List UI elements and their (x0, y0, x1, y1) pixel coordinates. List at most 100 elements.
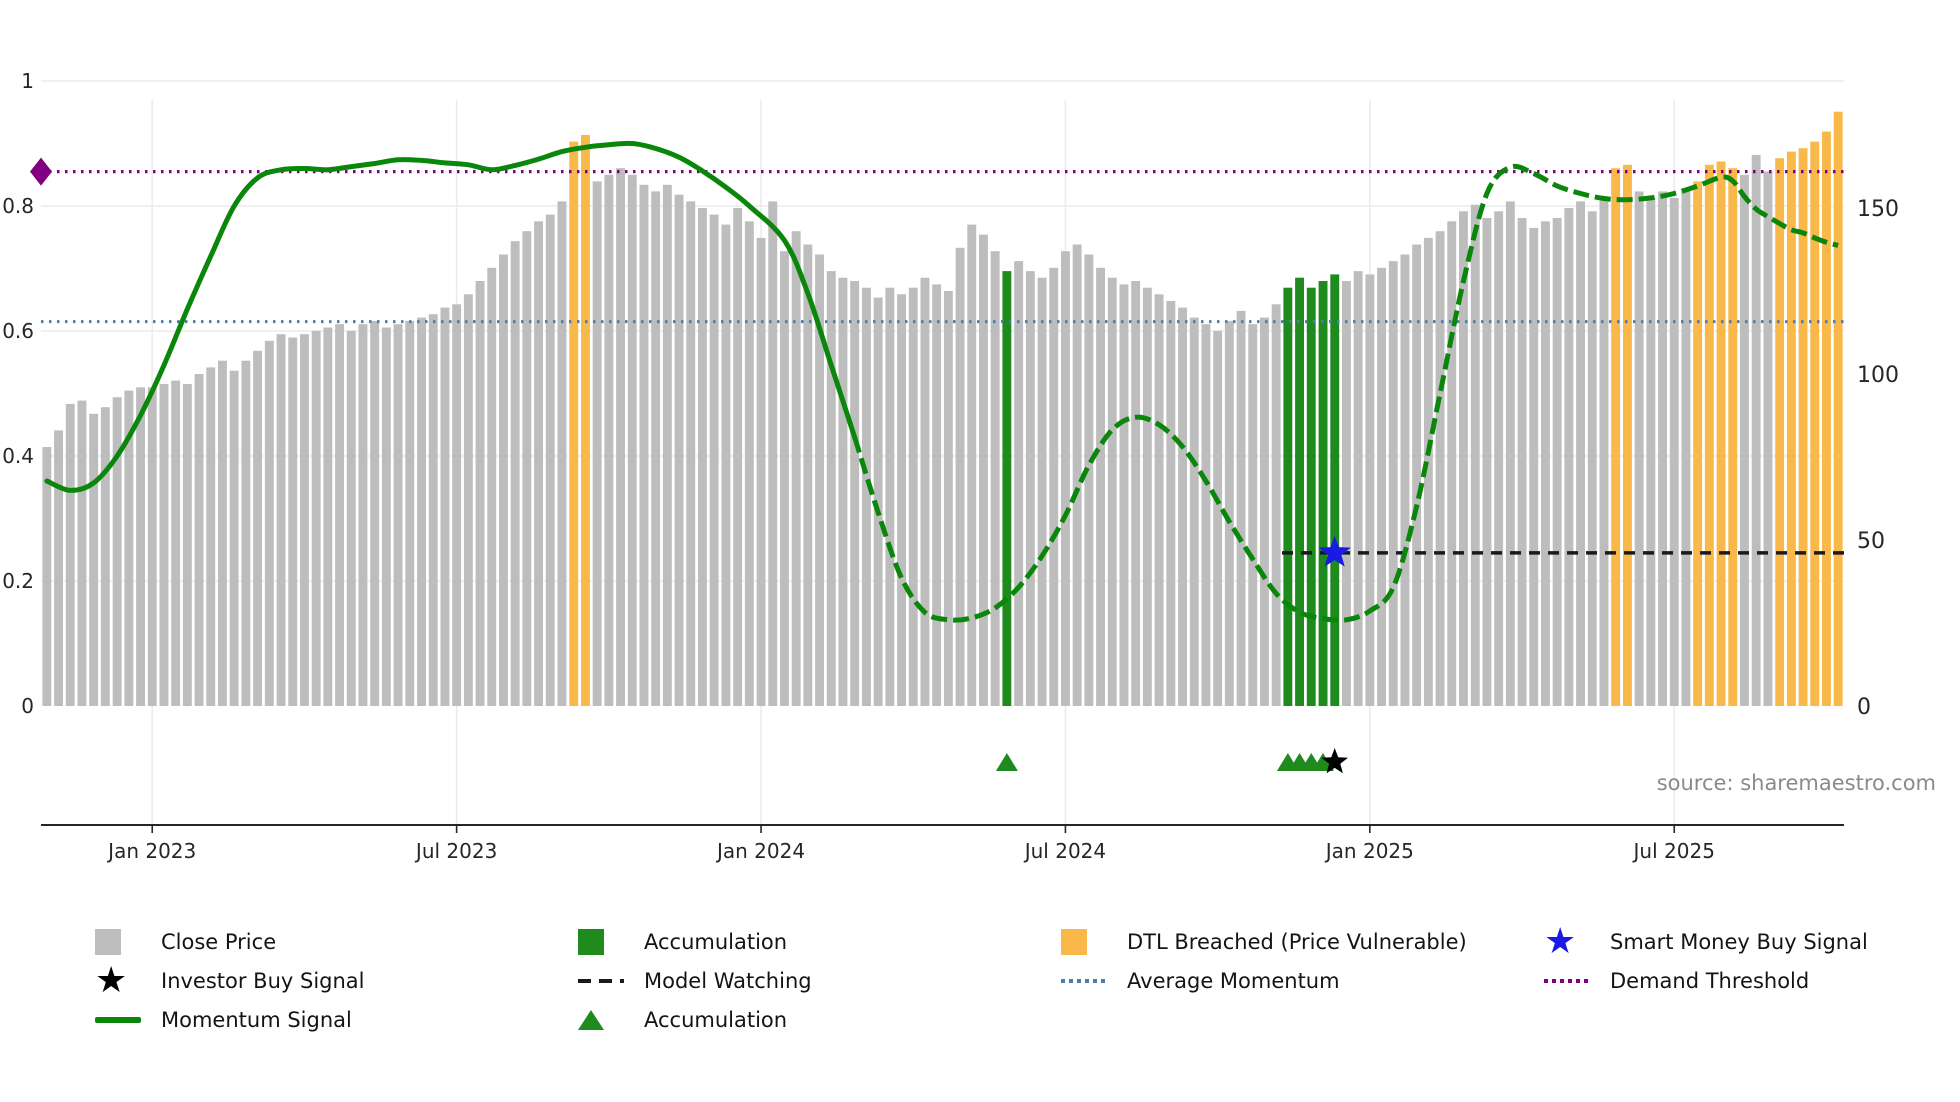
close-price-bar (1646, 198, 1656, 706)
close-price-bar (979, 234, 988, 706)
legend-item-investor-buy: Investor Buy Signal (95, 961, 578, 1000)
demand-threshold-legend-icon (1544, 979, 1592, 983)
close-price-bar (627, 174, 637, 707)
close-price-bar (346, 330, 356, 706)
close-price-bar (276, 334, 286, 706)
legend-label-smart-money: Smart Money Buy Signal (1610, 929, 1868, 954)
close-price-bar (1213, 330, 1223, 706)
legend: Close Price Accumulation DTL Breached (Pri… (0, 922, 1960, 1039)
left-tick-label: 1 (21, 69, 34, 93)
close-price-bar (1365, 274, 1375, 706)
close-price-bar (1564, 208, 1574, 706)
close-price-bar (674, 194, 684, 706)
close-price-bar (42, 447, 52, 706)
close-price-bar (1505, 201, 1515, 706)
close-price-bar (1224, 320, 1234, 706)
close-price-bar (77, 400, 87, 706)
close-price-bar (908, 287, 918, 706)
close-price-bar (171, 380, 181, 706)
close-price-bar (1119, 284, 1129, 706)
close-price-bar (100, 407, 110, 706)
right-tick-label: 100 (1857, 363, 1899, 388)
close-price-legend-icon (95, 929, 143, 955)
dtl-breached-bar (1833, 111, 1843, 706)
close-price-bar (1388, 261, 1398, 706)
momentum-line-dashed (852, 163, 1839, 623)
close-price-bar (1599, 198, 1609, 706)
close-price-bar (1236, 310, 1246, 706)
close-price-bar (768, 201, 778, 706)
legend-item-demand-threshold: Demand Threshold (1544, 961, 1960, 1000)
dtl-breached-bar (1716, 161, 1726, 706)
smart-money-legend-icon (1544, 929, 1592, 955)
close-price-bar (698, 208, 707, 706)
legend-item-model-watching: Model Watching (578, 961, 1061, 1000)
left-tick-label: 0.6 (2, 319, 34, 343)
close-price-bar (932, 284, 942, 706)
close-price-bar (592, 181, 602, 706)
close-price-bar (1131, 281, 1141, 706)
close-price-bar (721, 224, 731, 706)
close-price-bar (1587, 211, 1597, 707)
left-tick-label: 0.2 (2, 569, 34, 593)
legend-label-dtl-breached: DTL Breached (Price Vulnerable) (1127, 929, 1467, 954)
close-price-bar (873, 297, 883, 706)
legend-spacer (1061, 1000, 1544, 1039)
close-price-bar (744, 221, 754, 707)
close-price-bar (463, 294, 473, 706)
close-price-bar (920, 277, 930, 706)
close-price-bar (1096, 267, 1105, 706)
close-price-bar (417, 317, 426, 706)
close-price-bar (1751, 154, 1761, 706)
x-tick-label: Jul 2024 (1023, 839, 1106, 863)
close-price-bar (440, 307, 450, 706)
close-price-bar (1353, 271, 1363, 706)
close-price-bar (967, 224, 977, 706)
close-price-bar (791, 231, 801, 706)
close-price-bar (1470, 204, 1480, 706)
accumulation-triangle-icon (995, 753, 1018, 771)
close-price-bar (1189, 317, 1199, 706)
left-tick-label: 0.8 (2, 194, 34, 218)
accumulation-bar (1295, 277, 1304, 706)
close-price-bar (206, 367, 216, 706)
right-tick-label: 150 (1857, 197, 1899, 222)
close-price-bar (54, 430, 63, 706)
close-price-bar (1634, 191, 1644, 706)
close-price-bar (1576, 201, 1585, 706)
close-price-bar (1541, 221, 1550, 707)
x-tick-label: Jul 2023 (414, 839, 497, 863)
x-tick-label: Jan 2025 (1324, 839, 1414, 863)
close-price-bar (534, 221, 543, 707)
close-price-bar (452, 304, 462, 706)
legend-spacer (1544, 1000, 1960, 1039)
close-price-bar (862, 287, 871, 706)
legend-item-smart-money: Smart Money Buy Signal (1544, 922, 1960, 961)
demand-threshold-marker-icon (30, 157, 52, 186)
close-price-bar (1494, 211, 1504, 707)
momentum-line (44, 140, 858, 493)
close-price-bar (651, 191, 661, 706)
close-price-bar (955, 247, 965, 707)
dtl-breached-bar (581, 135, 590, 706)
close-price-bar (510, 241, 520, 706)
close-price-bar (1342, 281, 1351, 706)
close-price-bar (499, 254, 508, 706)
close-price-bar (428, 314, 438, 706)
close-price-bar (1447, 221, 1457, 707)
x-tick-label: Jan 2024 (715, 839, 805, 863)
average-momentum-legend-icon (1061, 979, 1109, 983)
close-price-bar (1681, 188, 1691, 707)
legend-item-average-momentum: Average Momentum (1061, 961, 1544, 1000)
close-price-bar (1412, 244, 1422, 706)
right-tick-label: 50 (1857, 529, 1885, 554)
investor-buy-legend-icon (95, 968, 143, 994)
close-price-bar (1529, 227, 1539, 706)
x-tick-label: Jan 2023 (106, 839, 196, 863)
legend-label-momentum-signal: Momentum Signal (161, 1007, 352, 1032)
accumulation-bar (1318, 281, 1328, 706)
close-price-bar (229, 370, 239, 706)
close-price-bar (1260, 317, 1269, 706)
dtl-breached-bar (1798, 148, 1808, 706)
